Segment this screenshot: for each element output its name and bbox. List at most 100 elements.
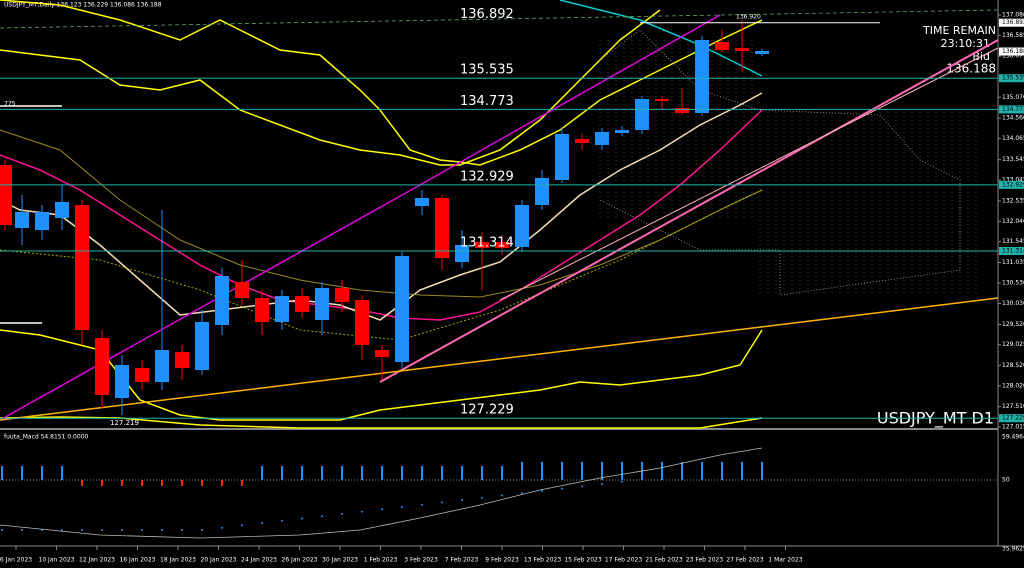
date-label: 21 Feb 2023 — [645, 557, 683, 564]
price-tag-label: 134.773 — [1002, 106, 1024, 113]
candle-body — [155, 350, 169, 382]
indicator-dot — [721, 469, 723, 472]
indicator-dot — [461, 499, 463, 502]
price-label: 127.510 — [1002, 403, 1024, 410]
level-label: 135.535 — [460, 63, 514, 78]
candle-body — [115, 365, 129, 398]
candle-body — [395, 256, 409, 362]
price-tag-label: 132.929 — [1002, 181, 1024, 188]
high-note: 136.920 — [736, 14, 761, 21]
candle-body — [515, 205, 529, 247]
indicator-dot — [521, 492, 523, 495]
indicator-dot — [701, 471, 703, 474]
date-label: 26 Jan 2023 — [282, 557, 318, 564]
indicator-dot — [621, 480, 623, 483]
candle-body — [15, 212, 29, 228]
date-label: 24 Jan 2023 — [241, 557, 277, 564]
bid: 136.188 — [946, 62, 996, 76]
time-remain: TIME REMAIN — [922, 24, 996, 37]
price-tag — [999, 247, 1024, 256]
price-tag — [999, 18, 1024, 27]
price-tag-label: 136.892 — [1002, 19, 1024, 26]
ma-white — [0, 92, 763, 321]
price-label: 132.535 — [1002, 198, 1024, 205]
price-label: 134.065 — [1002, 135, 1024, 142]
price-label: 129.520 — [1002, 321, 1024, 328]
upper-band-2 — [0, 0, 763, 166]
indicator-dot — [661, 476, 663, 479]
price-tag — [999, 47, 1024, 56]
indicator-dot — [81, 529, 83, 531]
price-label: 128.020 — [1002, 382, 1024, 389]
date-label: 10 Jan 2023 — [39, 557, 75, 564]
indicator-dot — [481, 496, 483, 499]
candle-body — [135, 368, 149, 382]
price-label: 129.025 — [1002, 341, 1024, 348]
indicator-dot — [281, 519, 283, 522]
date-label: 16 Jan 2023 — [120, 557, 156, 564]
low-note: 127.219 — [110, 419, 139, 427]
indicator-scale: 35.9625 — [1002, 546, 1024, 553]
price-tag-label: 127.229 — [1002, 415, 1024, 422]
left-note: 775 — [4, 101, 16, 108]
level-label: 131.314 — [460, 236, 514, 251]
candle-body — [175, 352, 189, 368]
price-label: 137.080 — [1002, 12, 1024, 19]
indicator-dot — [541, 489, 543, 492]
indicator-dot — [601, 483, 603, 485]
candle-body — [495, 242, 509, 248]
price-tag — [999, 74, 1024, 83]
indicator-dot — [761, 464, 763, 467]
price-tag — [999, 414, 1024, 423]
price-label: 136.075 — [1002, 53, 1024, 60]
indicator-dot — [321, 515, 323, 518]
candle-body — [655, 99, 669, 101]
price-label: 131.545 — [1002, 238, 1024, 245]
price-label: 130.030 — [1002, 300, 1024, 307]
price-tag — [999, 105, 1024, 114]
date-label: 3 Feb 2023 — [404, 557, 438, 564]
price-tag — [999, 180, 1024, 189]
cyan-line — [559, 0, 763, 77]
lower-band-2 — [0, 416, 763, 429]
indicator-dot — [121, 529, 123, 531]
countdown: 23:10:31 — [941, 37, 990, 50]
candle-body — [595, 132, 609, 145]
candle-body — [435, 198, 449, 258]
date-label: 6 Jan 2023 — [0, 557, 32, 564]
candle-body — [575, 139, 589, 143]
date-label: 9 Feb 2023 — [485, 557, 519, 564]
candle-body — [355, 300, 369, 345]
date-label: 18 Jan 2023 — [160, 557, 196, 564]
candle-body — [195, 322, 209, 370]
candle-body — [335, 288, 349, 302]
indicator-dot — [341, 512, 343, 515]
indicator-dot — [681, 473, 683, 476]
indicator-dot — [161, 529, 163, 531]
date-label: 27 Feb 2023 — [726, 557, 764, 564]
candle-body — [735, 48, 749, 51]
indicator-dot — [261, 522, 263, 525]
date-label: 17 Feb 2023 — [605, 557, 643, 564]
candle-body — [455, 245, 469, 262]
candle-body — [275, 296, 289, 322]
pink-channel — [499, 47, 999, 301]
candle-body — [675, 108, 689, 113]
date-label: 12 Jan 2023 — [79, 557, 115, 564]
price-label: 134.560 — [1002, 115, 1024, 122]
candle-body — [295, 296, 309, 312]
date-label: 1 Feb 2023 — [364, 557, 398, 564]
price-tag-label: 136.188 — [1002, 48, 1024, 55]
candle-body — [55, 202, 69, 218]
price-label: 133.045 — [1002, 177, 1024, 184]
candle-body — [95, 338, 109, 395]
candle-body — [35, 212, 49, 230]
candle-body — [475, 242, 489, 248]
indicator-dot — [741, 466, 743, 469]
candle-body — [375, 350, 389, 357]
indicator-signal — [0, 447, 763, 539]
candle-body — [755, 51, 769, 54]
price-label: 127.015 — [1002, 423, 1024, 430]
price-label: 128.520 — [1002, 362, 1024, 369]
